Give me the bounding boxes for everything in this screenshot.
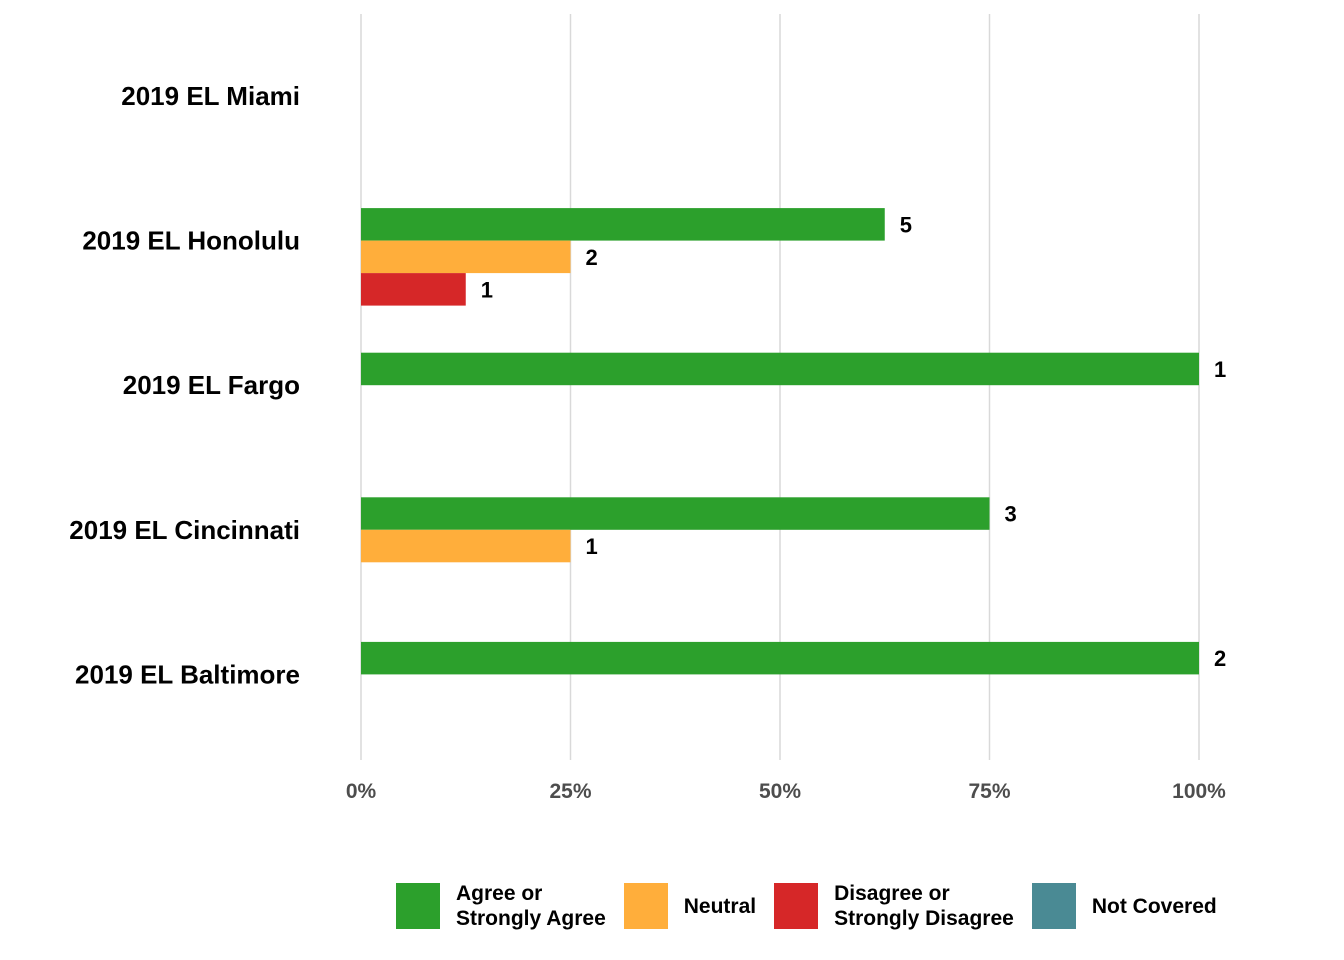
bar [361,240,571,274]
data-label: 2 [1214,646,1226,671]
bar [361,529,571,563]
legend-item: Agree or Strongly Agree [396,881,606,931]
bar [361,497,990,530]
data-label: 1 [481,277,493,302]
x-tick-label: 0% [346,780,377,803]
legend-label: Neutral [683,894,757,918]
data-label: 3 [1005,502,1017,527]
legend-label: Agree or Strongly Agree [456,882,606,930]
category-label: 2019 EL Fargo [123,370,300,400]
data-label: 2 [586,245,598,270]
category-label: 2019 EL Miami [121,81,300,111]
category-label: 2019 EL Baltimore [75,659,300,689]
x-tick-label: 25% [549,780,591,803]
legend-swatch [1031,883,1076,929]
legend: Agree or Strongly Agree Neutral Disagree o… [396,880,1235,932]
x-tick-label: 75% [968,780,1010,803]
bar [361,273,466,306]
legend-item: Disagree or Strongly Disagree [774,881,1014,931]
legend-item: Neutral [623,883,757,929]
legend-swatch [396,883,440,929]
data-label: 5 [900,212,912,237]
bar [361,352,1199,386]
x-tick-label: 50% [759,780,801,803]
category-label: 2019 EL Cincinnati [69,515,300,545]
legend-swatch [774,883,819,929]
legend-item: Not Covered [1031,883,1217,929]
legend-swatch [623,883,668,929]
grid-lines [360,14,1200,760]
data-labels: 5 2 1 1 3 1 2 [481,212,1227,671]
data-label: 1 [586,534,598,559]
category-label: 2019 EL Honolulu [82,226,300,256]
x-tick-labels: 0% 25% 50% 75% 100% [346,780,1226,803]
bars [361,208,1199,675]
x-tick-label: 100% [1172,780,1226,803]
category-labels: 2019 EL Miami 2019 EL Honolulu 2019 EL Far… [69,81,300,689]
legend-label: Disagree or Strongly Disagree [834,882,1014,930]
data-label: 1 [1214,357,1226,382]
bar [361,641,1199,675]
legend-label: Not Covered [1091,894,1217,918]
bar [361,208,885,241]
